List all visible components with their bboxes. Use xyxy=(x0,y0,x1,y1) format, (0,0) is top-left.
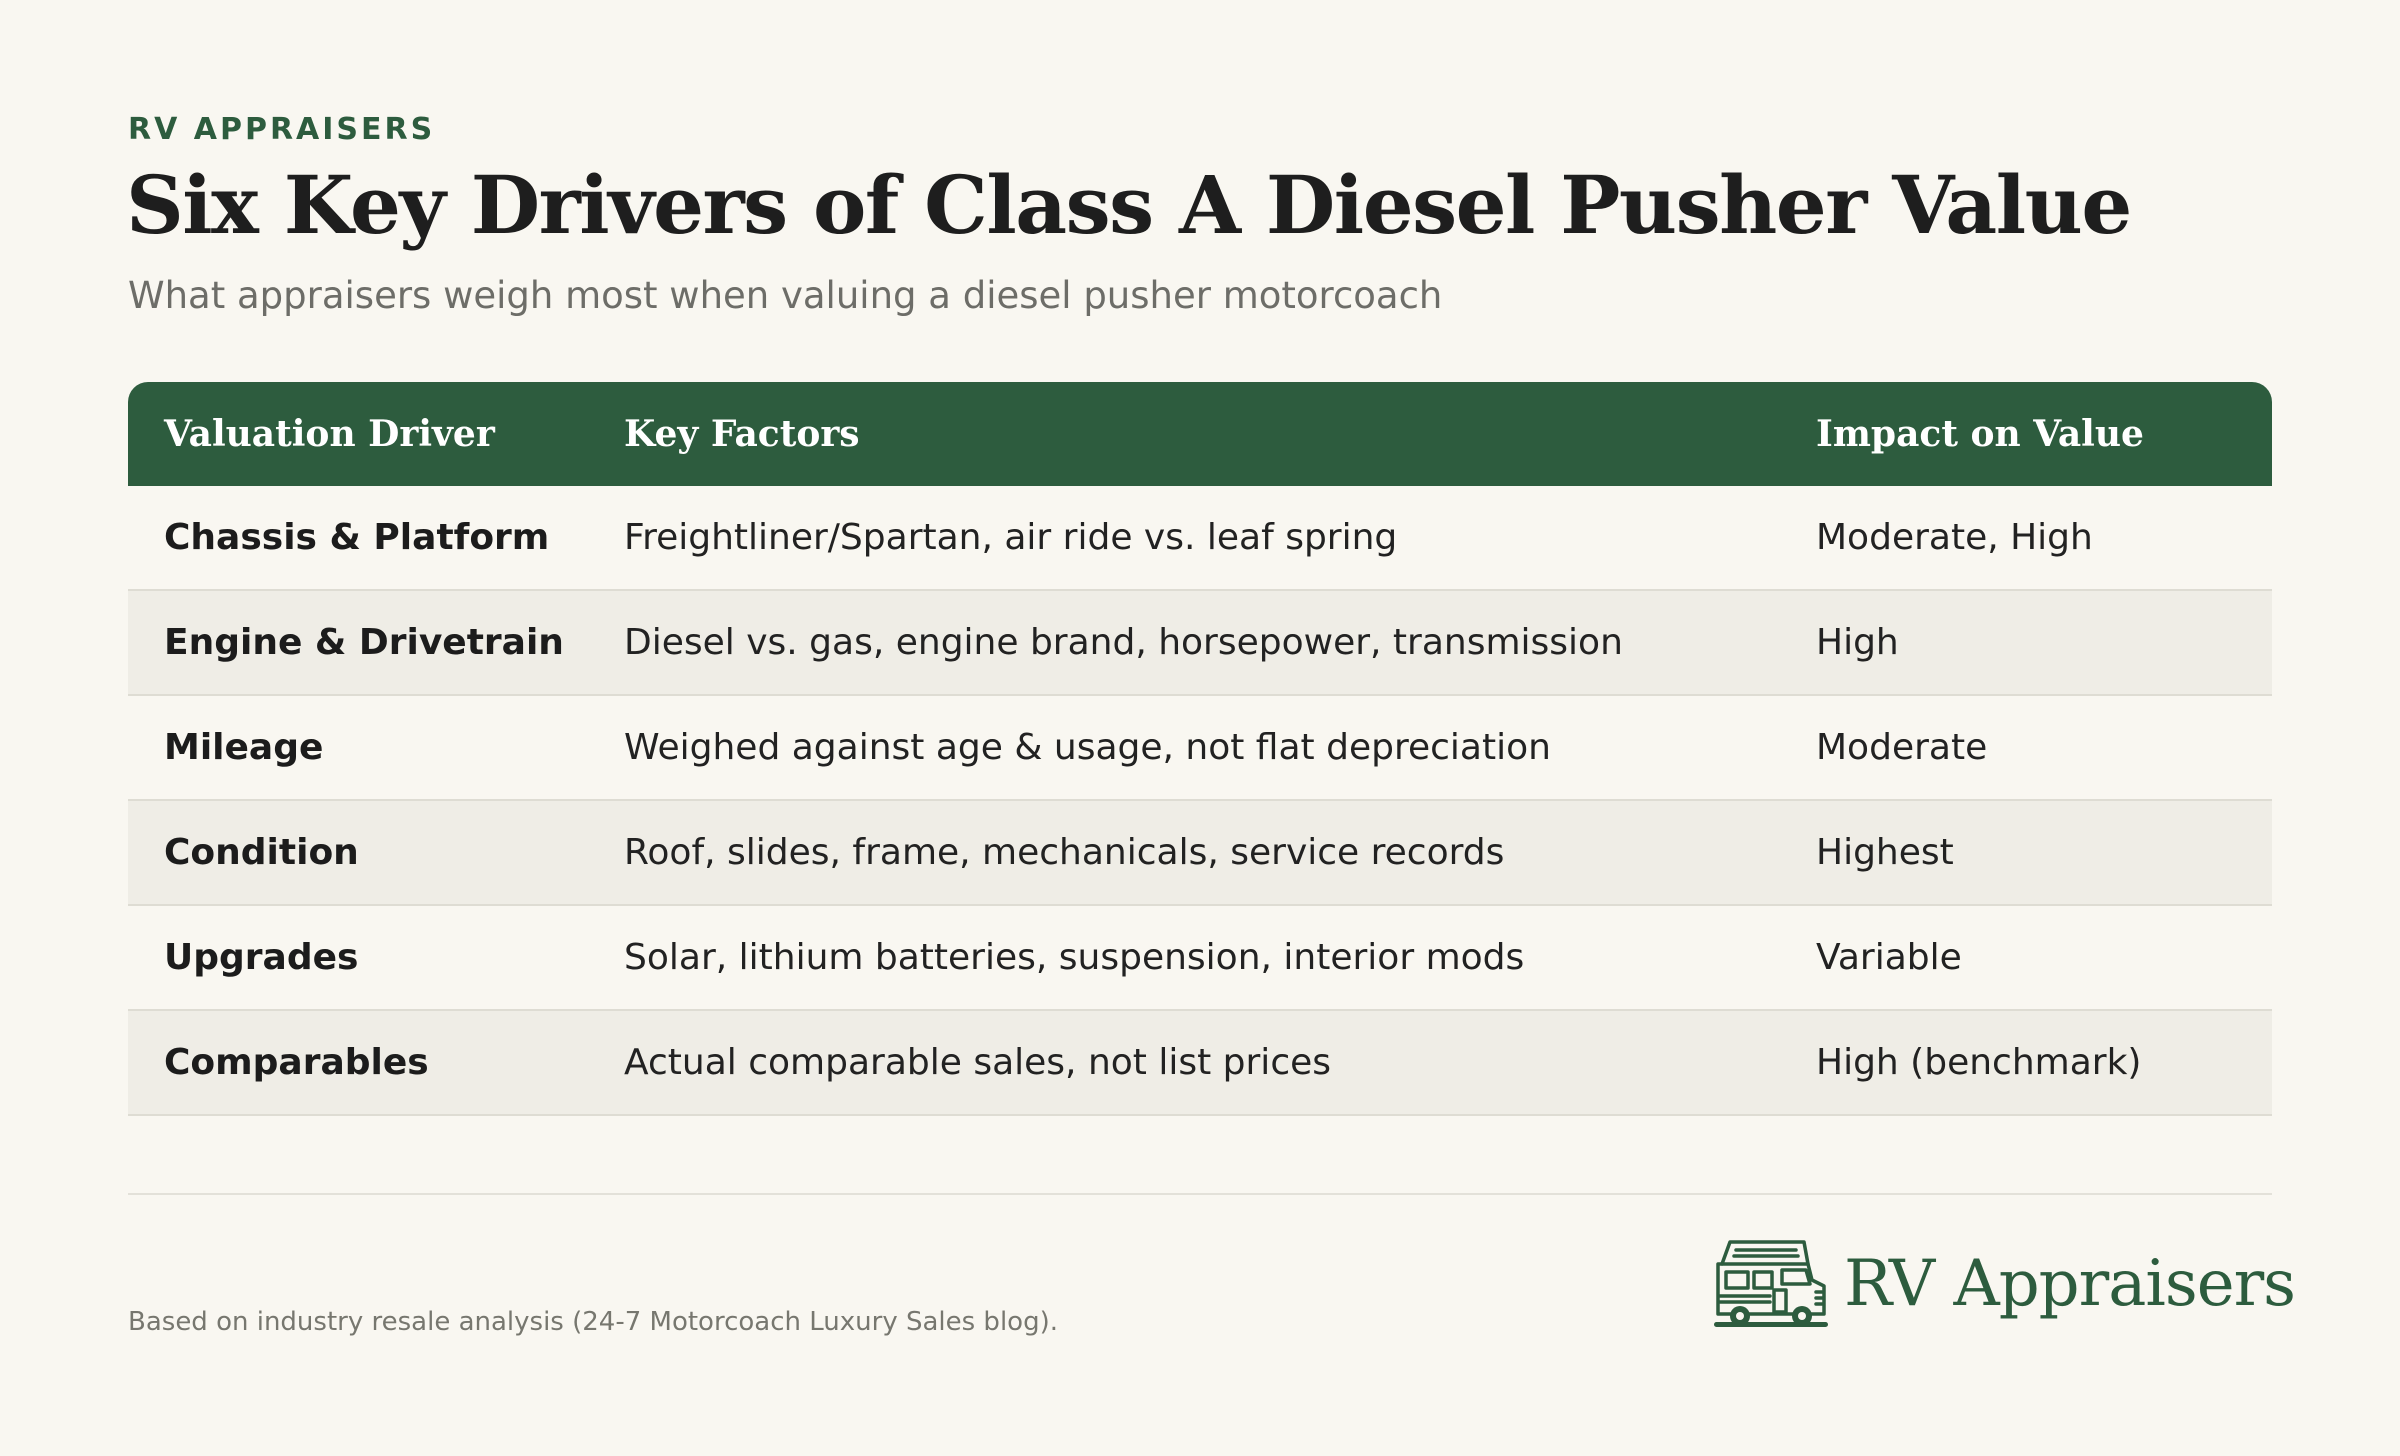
impact-cell: High (benchmark) xyxy=(1816,1042,2142,1083)
table-row: Engine & Drivetrain Diesel vs. gas, engi… xyxy=(128,591,2272,696)
factors-cell: Solar, lithium batteries, suspension, in… xyxy=(624,937,1525,978)
valuation-table: Valuation Driver Key Factors Impact on V… xyxy=(128,382,2272,1116)
table-row: Upgrades Solar, lithium batteries, suspe… xyxy=(128,906,2272,1011)
factors-cell: Diesel vs. gas, engine brand, horsepower… xyxy=(624,622,1623,663)
table-header: Valuation Driver Key Factors Impact on V… xyxy=(128,382,2272,486)
column-header-driver: Valuation Driver xyxy=(164,413,495,455)
impact-cell: Highest xyxy=(1816,832,1954,873)
rv-motorhome-icon xyxy=(1712,1234,1830,1334)
impact-cell: Moderate xyxy=(1816,727,1988,768)
brand-logo-text: RV Appraisers xyxy=(1844,1247,2296,1321)
factors-cell: Actual comparable sales, not list prices xyxy=(624,1042,1332,1083)
column-header-factors: Key Factors xyxy=(624,413,860,455)
page-subtitle: What appraisers weigh most when valuing … xyxy=(128,274,1443,317)
footer-divider xyxy=(128,1193,2272,1195)
driver-cell: Chassis & Platform xyxy=(164,517,550,558)
factors-cell: Roof, slides, frame, mechanicals, servic… xyxy=(624,832,1505,873)
driver-cell: Comparables xyxy=(164,1042,429,1083)
driver-cell: Condition xyxy=(164,832,359,873)
factors-cell: Freightliner/Spartan, air ride vs. leaf … xyxy=(624,517,1398,558)
source-footnote: Based on industry resale analysis (24-7 … xyxy=(128,1307,1058,1337)
driver-cell: Engine & Drivetrain xyxy=(164,622,564,663)
impact-cell: Moderate, High xyxy=(1816,517,2093,558)
page-title: Six Key Drivers of Class A Diesel Pusher… xyxy=(126,158,2132,252)
impact-cell: High xyxy=(1816,622,1899,663)
column-header-impact: Impact on Value xyxy=(1816,413,2144,455)
factors-cell: Weighed against age & usage, not flat de… xyxy=(624,727,1551,768)
brand-logo: RV Appraisers xyxy=(1712,1234,2296,1334)
eyebrow-label: RV APPRAISERS xyxy=(128,112,436,147)
driver-cell: Mileage xyxy=(164,727,324,768)
table-row: Mileage Weighed against age & usage, not… xyxy=(128,696,2272,801)
table-row: Comparables Actual comparable sales, not… xyxy=(128,1011,2272,1116)
table-row: Condition Roof, slides, frame, mechanica… xyxy=(128,801,2272,906)
table-row: Chassis & Platform Freightliner/Spartan,… xyxy=(128,486,2272,591)
impact-cell: Variable xyxy=(1816,937,1962,978)
driver-cell: Upgrades xyxy=(164,937,359,978)
